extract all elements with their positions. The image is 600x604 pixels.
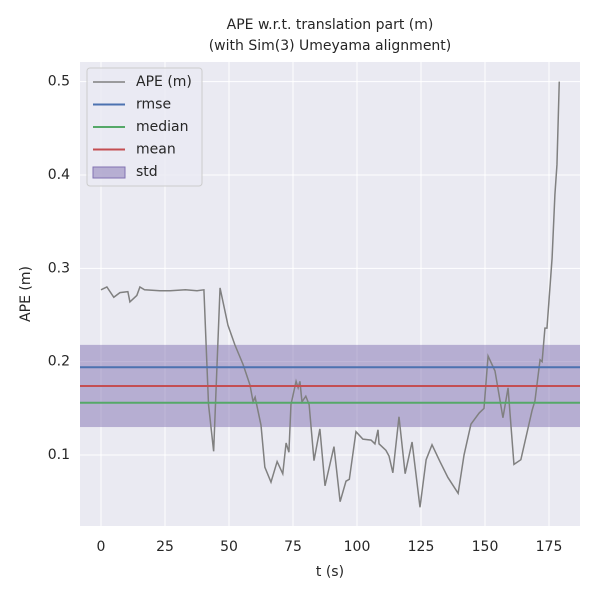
x-tick-label: 125 [408,539,435,555]
y-tick-label: 0.3 [48,260,70,276]
legend-label: APE (m) [136,74,192,90]
x-tick-label: 150 [472,539,499,555]
legend-box [86,67,203,187]
legend-label: median [136,119,188,135]
y-axis-label: APE (m) [18,266,34,322]
chart-subtitle: (with Sim(3) Umeyama alignment) [209,38,452,54]
legend: APE (m) rmse median mean std [86,67,203,187]
legend-label: mean [136,142,176,158]
x-tick-label: 0 [97,539,106,555]
x-tick-label: 175 [536,539,563,555]
x-tick-label: 100 [344,539,371,555]
chart-title: APE w.r.t. translation part (m) [227,17,434,33]
plot [80,81,580,508]
x-tick-label: 75 [284,539,302,555]
y-tick-label: 0.2 [48,354,70,370]
x-tick-label: 25 [156,539,174,555]
legend-swatch [92,166,126,179]
legend-label: rmse [136,97,171,113]
y-tick-label: 0.4 [48,167,70,183]
y-tick-label: 0.5 [48,74,70,90]
y-tick-label: 0.1 [48,447,70,463]
x-axis-label: t (s) [316,564,344,580]
x-tick-label: 50 [220,539,238,555]
legend-label: std [136,164,158,180]
